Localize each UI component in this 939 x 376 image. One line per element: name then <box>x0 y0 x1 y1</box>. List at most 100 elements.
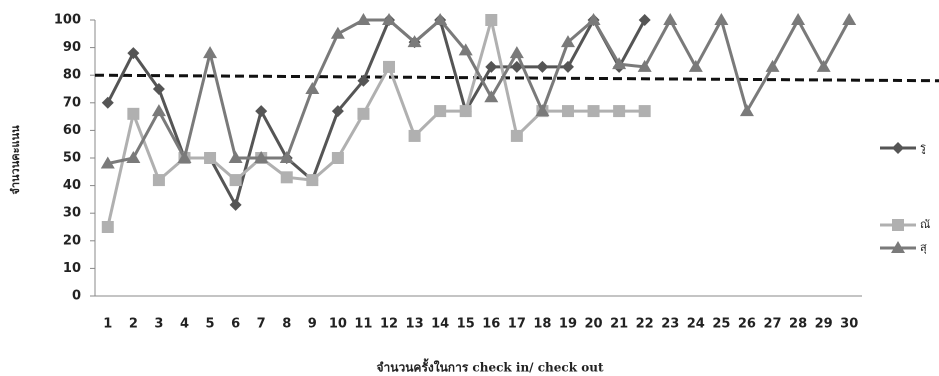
point <box>152 174 165 187</box>
x-tick-label: 19 <box>559 317 577 332</box>
point <box>177 151 192 163</box>
legend-label: สุ <box>920 241 927 254</box>
legend-marker <box>892 142 904 154</box>
x-tick-label: 10 <box>329 317 347 332</box>
point <box>509 46 524 59</box>
point <box>842 13 857 25</box>
point <box>561 105 574 118</box>
point <box>203 46 218 59</box>
y-tick-label: 90 <box>63 40 81 55</box>
point <box>305 82 320 94</box>
point <box>587 105 600 118</box>
x-tick-label: 18 <box>533 317 551 332</box>
reference-line <box>94 73 939 83</box>
legend-label: รู <box>920 141 926 154</box>
y-tick-label: 50 <box>63 151 81 166</box>
y-tick-label: 60 <box>63 123 81 138</box>
point <box>688 59 703 72</box>
point <box>714 13 729 25</box>
point <box>382 13 397 25</box>
point <box>126 151 141 163</box>
point <box>612 57 627 70</box>
point <box>204 152 217 164</box>
point <box>357 107 370 120</box>
point <box>535 104 550 117</box>
point <box>663 13 678 25</box>
series-line <box>107 18 851 165</box>
point <box>408 129 421 142</box>
point <box>586 13 601 25</box>
point <box>536 60 549 73</box>
legend-marker <box>892 219 904 231</box>
x-tick-label: 24 <box>687 317 705 332</box>
point <box>101 221 114 233</box>
x-tick-label: 29 <box>815 317 833 332</box>
x-tick-label: 8 <box>282 317 291 332</box>
point <box>254 151 269 163</box>
x-tick-label: 3 <box>154 317 163 332</box>
x-tick-label: 2 <box>129 317 138 332</box>
x-tick-label: 14 <box>431 317 449 332</box>
point <box>330 26 345 39</box>
x-tick-label: 23 <box>661 317 679 332</box>
x-tick-label: 9 <box>308 317 317 332</box>
point <box>739 104 754 117</box>
point <box>356 13 371 25</box>
x-tick-label: 12 <box>380 317 398 332</box>
point <box>229 198 242 211</box>
point <box>280 171 293 184</box>
legend-label: ณั <box>920 218 930 231</box>
x-axis-title: จำนวนครั้งในการ check in/ check out <box>377 358 604 375</box>
point <box>613 105 626 118</box>
x-tick-label: 5 <box>206 317 215 332</box>
x-tick-label: 25 <box>712 317 730 332</box>
point <box>331 152 344 164</box>
y-tick-label: 70 <box>63 95 81 110</box>
point <box>791 13 806 25</box>
point <box>637 59 652 72</box>
point <box>459 105 472 118</box>
x-tick-label: 4 <box>180 317 189 332</box>
point <box>638 105 651 118</box>
y-tick-label: 100 <box>54 13 81 28</box>
y-tick-label: 20 <box>63 233 81 248</box>
x-tick-label: 15 <box>457 317 475 332</box>
point <box>229 174 242 187</box>
point <box>152 83 165 95</box>
y-tick-label: 0 <box>72 289 81 304</box>
y-tick-label: 10 <box>63 261 81 276</box>
point <box>228 151 243 163</box>
point <box>306 174 319 187</box>
point <box>127 107 140 120</box>
point <box>101 96 114 109</box>
x-tick-label: 16 <box>482 317 500 332</box>
x-tick-label: 27 <box>763 317 781 332</box>
point <box>127 47 140 60</box>
y-tick-label: 40 <box>63 178 81 193</box>
x-tick-label: 13 <box>406 317 424 332</box>
x-tick-label: 28 <box>789 317 807 332</box>
point <box>383 60 396 73</box>
x-tick-label: 22 <box>636 317 654 332</box>
y-axis-title: จำนวนคะแนน <box>9 125 22 195</box>
point <box>331 105 344 118</box>
y-tick-label: 30 <box>63 206 81 221</box>
point <box>407 35 422 48</box>
x-tick-label: 26 <box>738 317 756 332</box>
point <box>485 14 498 26</box>
point <box>100 156 115 169</box>
x-tick-label: 21 <box>610 317 628 332</box>
point <box>151 104 166 117</box>
x-tick-label: 6 <box>231 317 240 332</box>
point <box>434 105 447 118</box>
point <box>560 35 575 48</box>
legend-marker <box>891 241 905 253</box>
x-tick-label: 17 <box>508 317 526 332</box>
point <box>765 59 780 72</box>
point <box>433 13 448 25</box>
point <box>279 151 294 163</box>
point <box>255 105 268 118</box>
point <box>510 129 523 142</box>
point <box>458 43 473 56</box>
